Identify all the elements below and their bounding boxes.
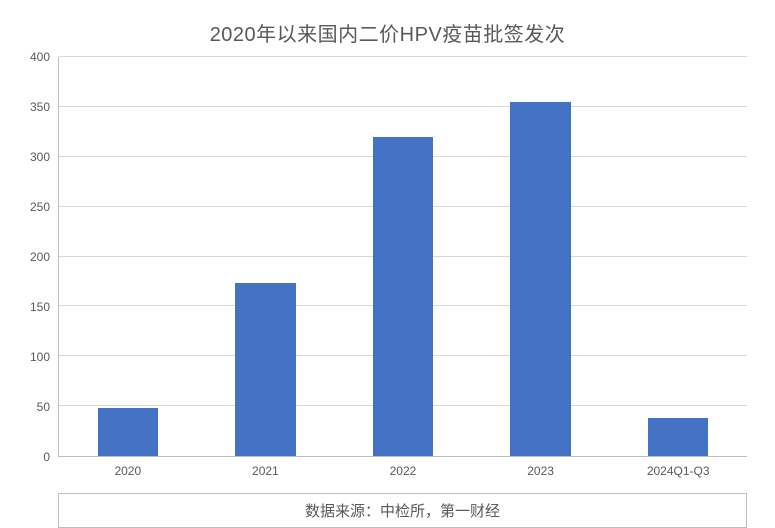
bar [98,408,159,456]
y-tick-label: 150 [14,300,50,314]
plot-outer: 050100150200250300350400 202020212022202… [58,57,747,457]
bar [373,137,434,456]
x-axis-labels: 20202021202220232024Q1-Q3 [59,464,747,478]
y-tick-label: 350 [14,100,50,114]
y-tick-label: 100 [14,350,50,364]
bar [510,102,571,456]
x-tick-label: 2023 [472,464,610,478]
x-tick-label: 2022 [334,464,472,478]
bar-slot [472,57,610,456]
x-tick-label: 2021 [197,464,335,478]
x-tick-label: 2024Q1-Q3 [609,464,747,478]
bar [648,418,709,456]
bar-slot [197,57,335,456]
y-tick-label: 300 [14,150,50,164]
bar-slot [59,57,197,456]
bar-slot [334,57,472,456]
x-tick-label: 2020 [59,464,197,478]
y-tick-label: 0 [14,450,50,464]
y-axis-labels: 050100150200250300350400 [18,57,54,457]
chart-title: 2020年以来国内二价HPV疫苗批签发次 [18,18,757,47]
plot-area: 20202021202220232024Q1-Q3 [58,57,747,457]
y-tick-label: 250 [14,200,50,214]
bar-slot [609,57,747,456]
y-tick-label: 50 [14,400,50,414]
bar [235,283,296,456]
bars-row [59,57,747,456]
y-tick-label: 200 [14,250,50,264]
chart-container: 2020年以来国内二价HPV疫苗批签发次 0501001502002503003… [0,0,775,522]
source-caption: 数据来源：中检所，第一财经 [58,493,747,528]
y-tick-label: 400 [14,50,50,64]
